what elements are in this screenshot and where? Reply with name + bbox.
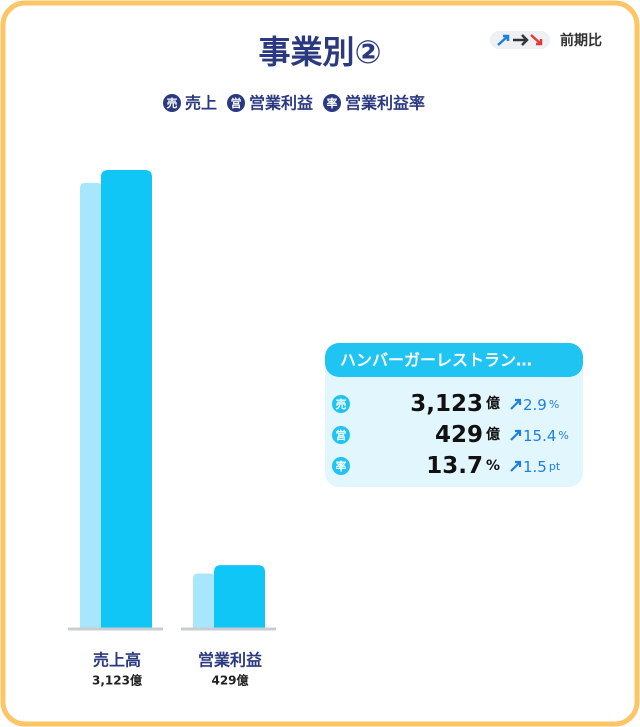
change: 1.5 [523,458,547,476]
value-label: 429億 [211,673,248,688]
bar [214,565,265,628]
bar [80,182,102,629]
badge [332,395,350,413]
comparison-label: 前期比 [560,32,602,49]
change-unit: pt [549,460,561,473]
badge [332,426,350,444]
legend-label: 営業利益率 [345,94,425,113]
badge-text: 率 [336,459,347,473]
card-value: 13.7% [426,453,500,479]
card-title: ハンバーガーレストラン… [340,351,532,370]
badge [323,94,342,112]
title: 事業別② [258,33,381,71]
bars: 売上高 3,123億 営業利益 429億 [68,170,276,688]
unit: 億 [486,426,500,443]
unit: 億 [486,395,500,412]
change: 15.4 [523,427,556,445]
up-arrow [510,398,522,410]
value: 13.7 [426,453,483,479]
value: 429 [435,422,483,448]
card-value: 429 億 [435,422,500,448]
value-label: 3,123億 [92,673,142,688]
comparison-icon [490,31,550,49]
badge [227,94,246,112]
badge [332,457,350,475]
card-change: 2.9% [523,396,559,414]
value: 3,123 [410,391,483,417]
up-arrow [510,460,522,472]
bar [193,573,215,628]
badge-text: 売 [336,397,347,411]
card-change: 1.5 pt [523,458,561,476]
badge [163,94,181,112]
legend-label: 売上 [185,94,217,113]
x-tick-label: 売上高 [93,651,141,670]
badge-text: 率 [327,96,338,110]
card-change: 15.4% [523,427,569,445]
badge-text: 営 [336,428,347,442]
legend: 売売上営営業利益率営業利益率 [163,94,425,113]
up-arrow [510,429,522,441]
info-card: ハンバーガーレストラン… 売 3,123 億 2.9 % 営 429 億 15.4 % 率 13.7%… [325,343,583,487]
badge-text: 売 [167,96,178,110]
unit: % [486,458,500,474]
bar [101,170,152,628]
card-value: 3,123 億 [410,391,500,417]
legend-label: 営業利益 [249,94,313,113]
x-tick-label: 営業利益 [198,651,262,670]
change: 2.9 [523,396,547,414]
badge-text: 営 [231,96,242,110]
change-unit: % [558,429,568,442]
change-unit: % [549,398,559,411]
